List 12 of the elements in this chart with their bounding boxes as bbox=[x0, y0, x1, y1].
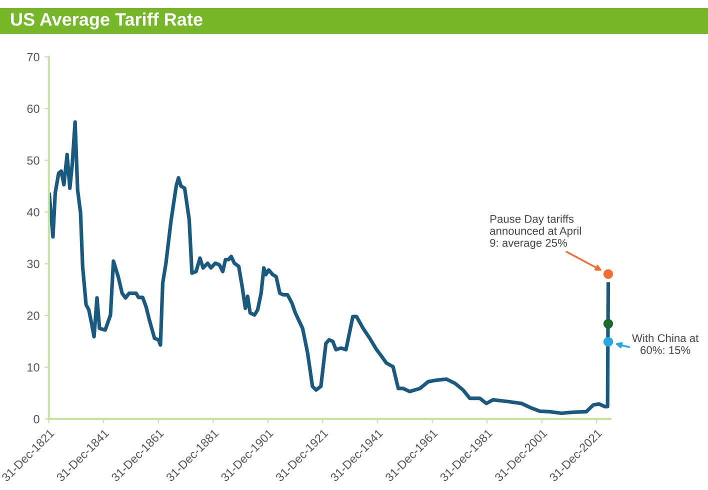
y-tick-label: 10 bbox=[28, 363, 40, 372]
annotation: Pause Day tariffs announced at April 9: average 25% bbox=[490, 214, 581, 250]
y-tick-label: 60 bbox=[27, 104, 40, 113]
y-tick-label: 70 bbox=[27, 52, 40, 62]
y-tick-label: 40 bbox=[26, 208, 40, 216]
y-tick-label: 20 bbox=[27, 312, 40, 320]
chart-title: US Average Tariff Rate bbox=[11, 12, 202, 30]
line-series bbox=[48, 120, 610, 416]
annotation: With China at 60%: 15% bbox=[632, 334, 699, 354]
y-tick-label: 0 bbox=[34, 414, 40, 424]
y-tick-label: 50 bbox=[27, 156, 40, 165]
y-tick-label: 30 bbox=[27, 260, 40, 268]
